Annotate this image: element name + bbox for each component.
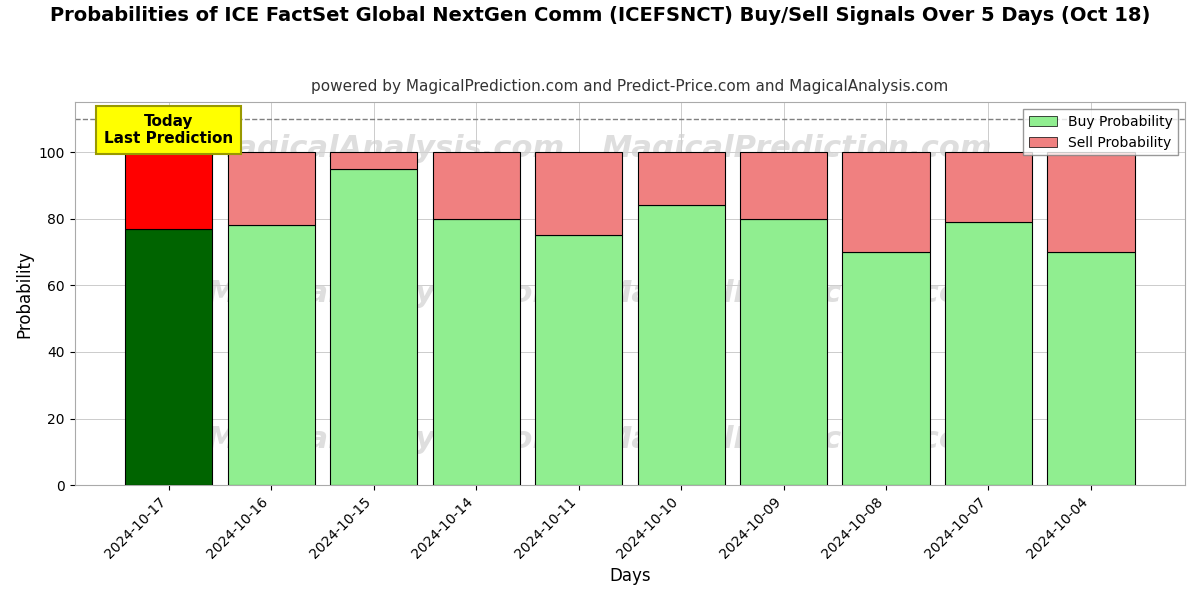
Text: Probabilities of ICE FactSet Global NextGen Comm (ICEFSNCT) Buy/Sell Signals Ove: Probabilities of ICE FactSet Global Next… (50, 6, 1150, 25)
Bar (125, 229, 212, 485)
Text: MagicalPrediction.com: MagicalPrediction.com (601, 279, 991, 308)
Bar (432, 152, 520, 218)
Bar (740, 218, 827, 485)
Y-axis label: Probability: Probability (16, 250, 34, 338)
Bar (1048, 152, 1134, 252)
Text: Today
Last Prediction: Today Last Prediction (104, 114, 233, 146)
Bar (535, 152, 622, 235)
Bar (535, 235, 622, 485)
Bar (228, 226, 314, 485)
Text: MagicalAnalysis.com: MagicalAnalysis.com (206, 279, 565, 308)
Bar (1048, 252, 1134, 485)
Text: MagicalAnalysis.com: MagicalAnalysis.com (206, 425, 565, 454)
Bar (330, 152, 418, 169)
Bar (842, 252, 930, 485)
Bar (330, 169, 418, 485)
Bar (944, 152, 1032, 222)
Bar (637, 205, 725, 485)
Bar (740, 152, 827, 218)
Bar (432, 218, 520, 485)
Title: powered by MagicalPrediction.com and Predict-Price.com and MagicalAnalysis.com: powered by MagicalPrediction.com and Pre… (311, 79, 948, 94)
Text: MagicalPrediction.com: MagicalPrediction.com (601, 134, 991, 163)
Bar (125, 152, 212, 229)
Bar (944, 222, 1032, 485)
Text: MagicalAnalysis.com: MagicalAnalysis.com (206, 134, 565, 163)
Bar (842, 152, 930, 252)
Legend: Buy Probability, Sell Probability: Buy Probability, Sell Probability (1024, 109, 1178, 155)
X-axis label: Days: Days (610, 567, 650, 585)
Bar (637, 152, 725, 205)
Bar (228, 152, 314, 226)
Text: MagicalPrediction.com: MagicalPrediction.com (601, 425, 991, 454)
